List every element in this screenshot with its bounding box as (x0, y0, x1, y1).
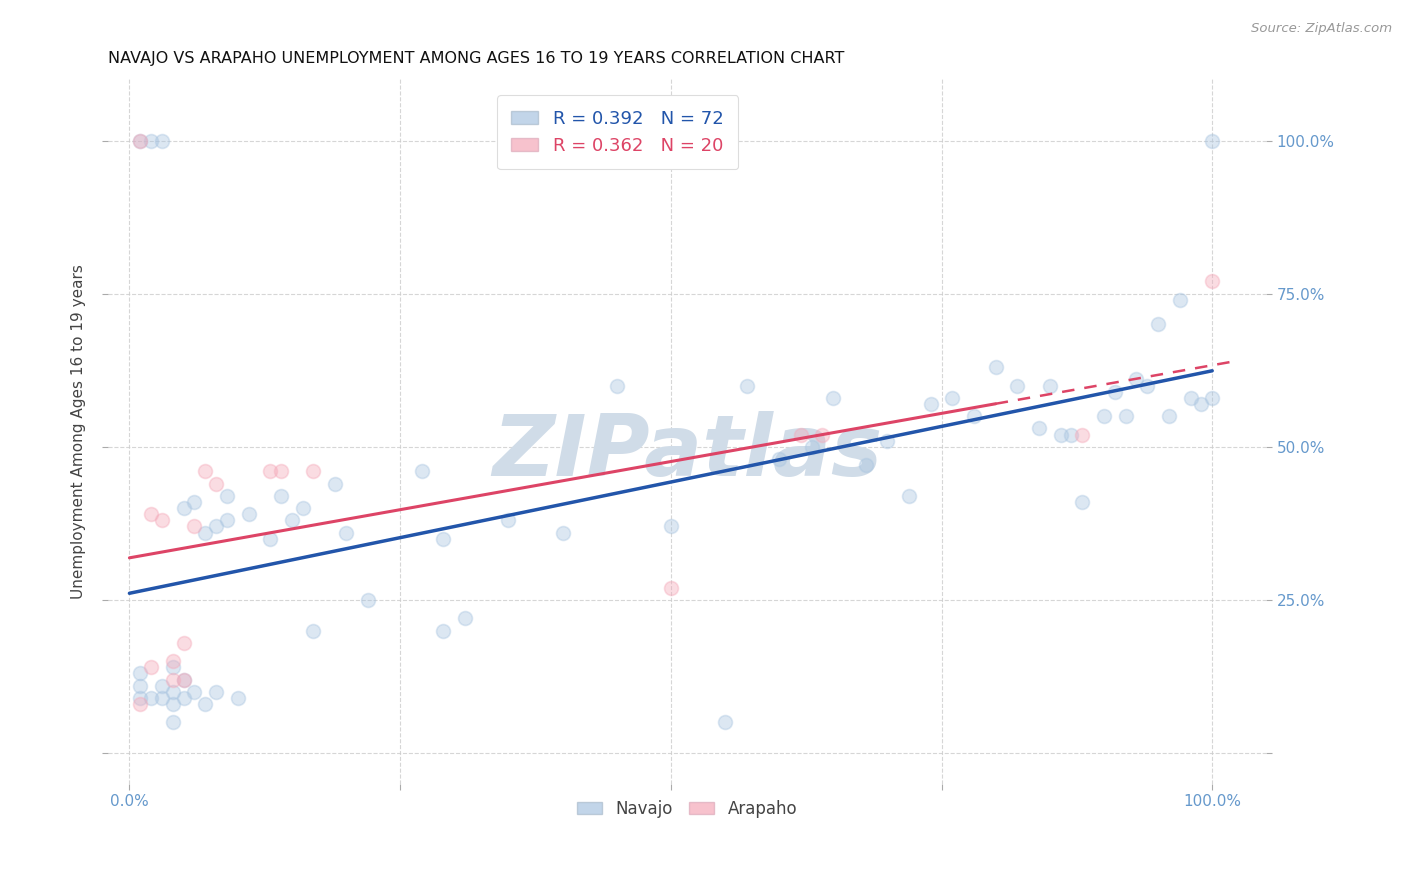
Point (1147, 318, 1170, 332)
Point (270, 464, 292, 478)
Point (205, 519, 228, 533)
Y-axis label: Unemployment Among Ages 16 to 19 years: Unemployment Among Ages 16 to 19 years (72, 264, 86, 599)
Point (1028, 421, 1050, 435)
Point (259, 532, 281, 546)
Point (150, 690, 173, 705)
Point (162, 673, 184, 687)
Point (215, 489, 238, 503)
Point (898, 489, 921, 503)
Point (238, 507, 260, 521)
Point (454, 611, 477, 625)
Point (194, 525, 217, 540)
Point (1007, 378, 1029, 392)
Point (659, 581, 682, 595)
Point (1092, 409, 1115, 424)
Point (150, 134, 173, 148)
Point (302, 624, 325, 638)
Point (162, 660, 184, 674)
Point (920, 397, 942, 411)
Point (855, 458, 877, 473)
Point (194, 697, 217, 711)
Point (173, 690, 195, 705)
Point (183, 495, 205, 509)
Point (281, 513, 304, 527)
Point (129, 697, 152, 711)
Point (356, 593, 378, 607)
Point (876, 434, 898, 448)
Point (963, 409, 986, 424)
Point (162, 654, 184, 668)
Point (194, 464, 217, 478)
Point (270, 489, 292, 503)
Point (1039, 378, 1062, 392)
Point (800, 440, 823, 454)
Point (941, 391, 963, 405)
Point (1071, 495, 1094, 509)
Point (162, 697, 184, 711)
Point (129, 690, 152, 705)
Point (335, 525, 357, 540)
Point (323, 476, 346, 491)
Point (790, 427, 813, 442)
Point (1125, 372, 1147, 386)
Point (129, 679, 152, 693)
Point (659, 519, 682, 533)
Point (1189, 397, 1212, 411)
Point (139, 690, 162, 705)
Point (183, 685, 205, 699)
Point (551, 525, 574, 540)
Point (226, 690, 249, 705)
Point (173, 501, 195, 516)
Point (1201, 275, 1223, 289)
Point (1136, 378, 1159, 392)
Point (811, 427, 834, 442)
Point (215, 513, 238, 527)
Point (432, 532, 454, 546)
Point (162, 715, 184, 730)
Point (823, 391, 845, 405)
Point (606, 378, 628, 392)
Point (1071, 427, 1094, 442)
Point (205, 476, 228, 491)
Point (411, 464, 433, 478)
Point (432, 624, 454, 638)
Point (162, 685, 184, 699)
Point (139, 134, 162, 148)
Point (1049, 427, 1071, 442)
Point (1201, 391, 1223, 405)
Legend: Navajo, Arapaho: Navajo, Arapaho (571, 793, 804, 825)
Point (498, 513, 520, 527)
Point (1104, 384, 1126, 399)
Point (139, 660, 162, 674)
Point (735, 378, 758, 392)
Text: Source: ZipAtlas.com: Source: ZipAtlas.com (1251, 22, 1392, 36)
Point (129, 666, 152, 681)
Point (291, 501, 314, 516)
Point (183, 519, 205, 533)
Point (1157, 409, 1180, 424)
Text: NAVAJO VS ARAPAHO UNEMPLOYMENT AMONG AGES 16 TO 19 YEARS CORRELATION CHART: NAVAJO VS ARAPAHO UNEMPLOYMENT AMONG AGE… (108, 51, 844, 66)
Point (173, 673, 195, 687)
Point (173, 673, 195, 687)
Point (984, 360, 1007, 375)
Text: ZIPatlas: ZIPatlas (492, 411, 882, 494)
Point (259, 464, 281, 478)
Point (1180, 391, 1202, 405)
Point (129, 134, 152, 148)
Point (173, 636, 195, 650)
Point (1060, 427, 1083, 442)
Point (714, 715, 737, 730)
Point (1115, 409, 1137, 424)
Point (139, 507, 162, 521)
Point (1168, 293, 1191, 307)
Point (302, 464, 325, 478)
Point (150, 513, 173, 527)
Point (129, 134, 152, 148)
Point (1201, 134, 1223, 148)
Point (205, 685, 228, 699)
Point (150, 679, 173, 693)
Point (768, 452, 790, 467)
